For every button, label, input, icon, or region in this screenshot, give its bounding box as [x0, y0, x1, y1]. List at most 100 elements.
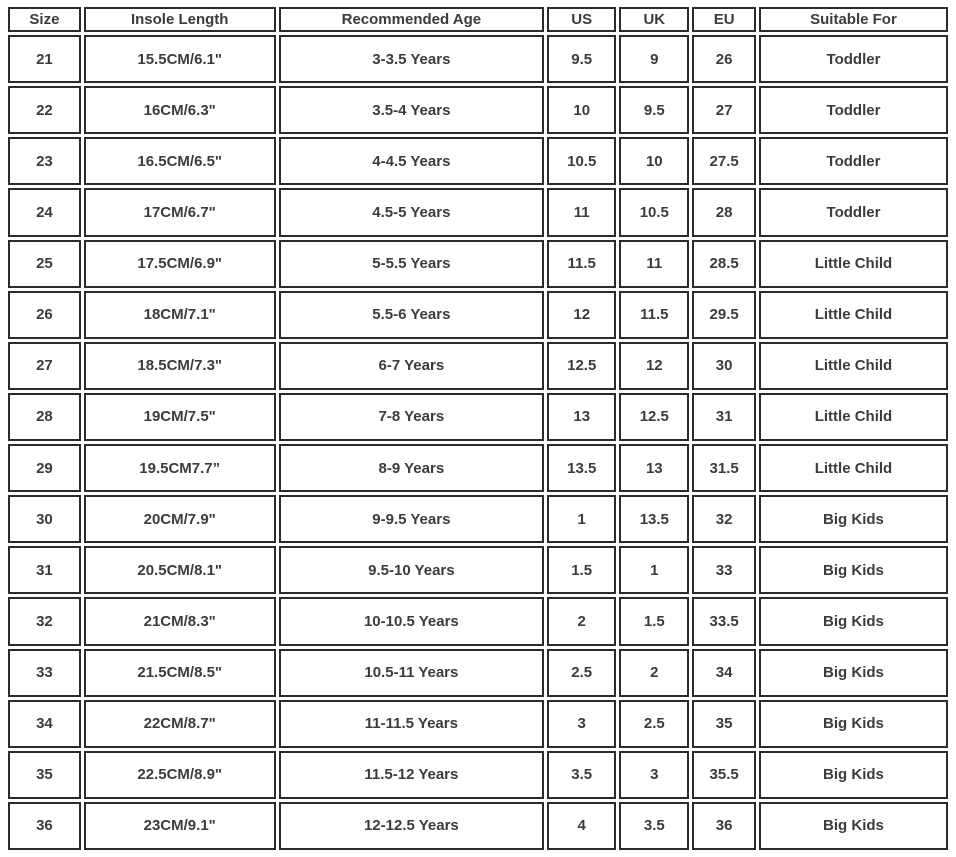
table-cell: 9.5: [547, 35, 617, 84]
table-cell: 19.5CM7.7”: [83, 444, 276, 493]
table-row: 25 17.5CM/6.9" 5-5.5 Years 11.5 11 28.5 Little…: [8, 239, 948, 288]
table-cell: 25: [8, 239, 81, 288]
table-cell: 32: [8, 597, 81, 646]
table-cell: 26: [8, 290, 81, 339]
table-cell: 10.5: [619, 188, 690, 237]
table-cell: 8-9 Years: [278, 444, 545, 493]
table-cell: 1.5: [547, 546, 617, 595]
table-row: 24 17CM/6.7" 4.5-5 Years 11 10.5 28 Toddler: [8, 188, 948, 237]
table-cell: 30: [8, 495, 81, 544]
table-cell: 31: [8, 546, 81, 595]
table-cell: 13: [547, 392, 617, 441]
table-cell: 3-3.5 Years: [278, 35, 545, 84]
table-cell: 15.5CM/6.1": [83, 35, 276, 84]
table-cell: Big Kids: [758, 801, 948, 850]
table-cell: 21CM/8.3": [83, 597, 276, 646]
header-cell-eu: EU: [692, 7, 756, 32]
table-cell: Big Kids: [758, 750, 948, 799]
table-cell: 7-8 Years: [278, 392, 545, 441]
header-cell-recommended-age: Recommended Age: [278, 7, 545, 32]
table-cell: 33.5: [692, 597, 756, 646]
table-cell: 12: [547, 290, 617, 339]
table-cell: 27: [692, 86, 756, 135]
table-row: 28 19CM/7.5" 7-8 Years 13 12.5 31 Little Child: [8, 392, 948, 441]
table-cell: 1: [547, 495, 617, 544]
table-cell: 4-4.5 Years: [278, 137, 545, 186]
table-cell: 6-7 Years: [278, 341, 545, 390]
table-cell: 30: [692, 341, 756, 390]
table-cell: 35.5: [692, 750, 756, 799]
table-row: 23 16.5CM/6.5" 4-4.5 Years 10.5 10 27.5 Toddle…: [8, 137, 948, 186]
table-row: 35 22.5CM/8.9" 11.5-12 Years 3.5 3 35.5 Big Ki…: [8, 750, 948, 799]
table-cell: 28.5: [692, 239, 756, 288]
table-cell: 21.5CM/8.5": [83, 648, 276, 697]
table-cell: Little Child: [758, 444, 948, 493]
table-row: 34 22CM/8.7" 11-11.5 Years 3 2.5 35 Big Kids: [8, 699, 948, 748]
table-cell: 12: [619, 341, 690, 390]
table-cell: Big Kids: [758, 699, 948, 748]
table-cell: 11: [619, 239, 690, 288]
table-cell: 36: [8, 801, 81, 850]
header-cell-size: Size: [8, 7, 81, 32]
table-cell: Toddler: [758, 86, 948, 135]
table-cell: Little Child: [758, 341, 948, 390]
table-cell: 1: [619, 546, 690, 595]
table-cell: 10: [547, 86, 617, 135]
table-row: 32 21CM/8.3" 10-10.5 Years 2 1.5 33.5 Big Kids: [8, 597, 948, 646]
table-cell: 5.5-6 Years: [278, 290, 545, 339]
header-cell-us: US: [547, 7, 617, 32]
table-cell: 3: [547, 699, 617, 748]
table-cell: 2: [547, 597, 617, 646]
header-cell-suitable-for: Suitable For: [758, 7, 948, 32]
table-cell: 9: [619, 35, 690, 84]
table-row: 36 23CM/9.1" 12-12.5 Years 4 3.5 36 Big Kids: [8, 801, 948, 850]
table-cell: 9-9.5 Years: [278, 495, 545, 544]
table-cell: 16.5CM/6.5": [83, 137, 276, 186]
table-cell: 3.5: [619, 801, 690, 850]
table-cell: 28: [8, 392, 81, 441]
table-cell: 13.5: [619, 495, 690, 544]
table-row: 22 16CM/6.3" 3.5-4 Years 10 9.5 27 Toddler: [8, 86, 948, 135]
table-cell: 11.5: [619, 290, 690, 339]
table-cell: 3: [619, 750, 690, 799]
table-cell: 20CM/7.9": [83, 495, 276, 544]
table-cell: 21: [8, 35, 81, 84]
table-cell: 2.5: [619, 699, 690, 748]
table-cell: 34: [8, 699, 81, 748]
table-cell: 22.5CM/8.9": [83, 750, 276, 799]
table-cell: 29.5: [692, 290, 756, 339]
table-cell: Little Child: [758, 392, 948, 441]
table-cell: 12.5: [619, 392, 690, 441]
table-cell: 2: [619, 648, 690, 697]
table-cell: 4.5-5 Years: [278, 188, 545, 237]
table-cell: 2.5: [547, 648, 617, 697]
table-cell: 9.5-10 Years: [278, 546, 545, 595]
table-cell: 3.5-4 Years: [278, 86, 545, 135]
table-cell: 31: [692, 392, 756, 441]
table-cell: 3.5: [547, 750, 617, 799]
table-cell: 10.5-11 Years: [278, 648, 545, 697]
table-row: 31 20.5CM/8.1" 9.5-10 Years 1.5 1 33 Big Kids: [8, 546, 948, 595]
table-cell: 1.5: [619, 597, 690, 646]
header-cell-uk: UK: [619, 7, 690, 32]
table-cell: 5-5.5 Years: [278, 239, 545, 288]
table-cell: 18.5CM/7.3": [83, 341, 276, 390]
table-cell: 9.5: [619, 86, 690, 135]
table-cell: 32: [692, 495, 756, 544]
table-cell: Big Kids: [758, 597, 948, 646]
table-cell: 19CM/7.5": [83, 392, 276, 441]
table-row: 30 20CM/7.9" 9-9.5 Years 1 13.5 32 Big Kids: [8, 495, 948, 544]
table-cell: Toddler: [758, 35, 948, 84]
size-table-body: 21 15.5CM/6.1" 3-3.5 Years 9.5 9 26 Toddler 22 1…: [8, 35, 948, 850]
table-row: 27 18.5CM/7.3" 6-7 Years 12.5 12 30 Little Chi…: [8, 341, 948, 390]
table-cell: 24: [8, 188, 81, 237]
table-cell: 22: [8, 86, 81, 135]
table-cell: 26: [692, 35, 756, 84]
kids-shoe-size-chart-table: Size Insole Length Recommended Age US UK…: [5, 4, 951, 853]
table-cell: 23: [8, 137, 81, 186]
table-cell: 13.5: [547, 444, 617, 493]
table-cell: 11.5-12 Years: [278, 750, 545, 799]
table-cell: Big Kids: [758, 648, 948, 697]
table-cell: 35: [8, 750, 81, 799]
table-cell: 11.5: [547, 239, 617, 288]
